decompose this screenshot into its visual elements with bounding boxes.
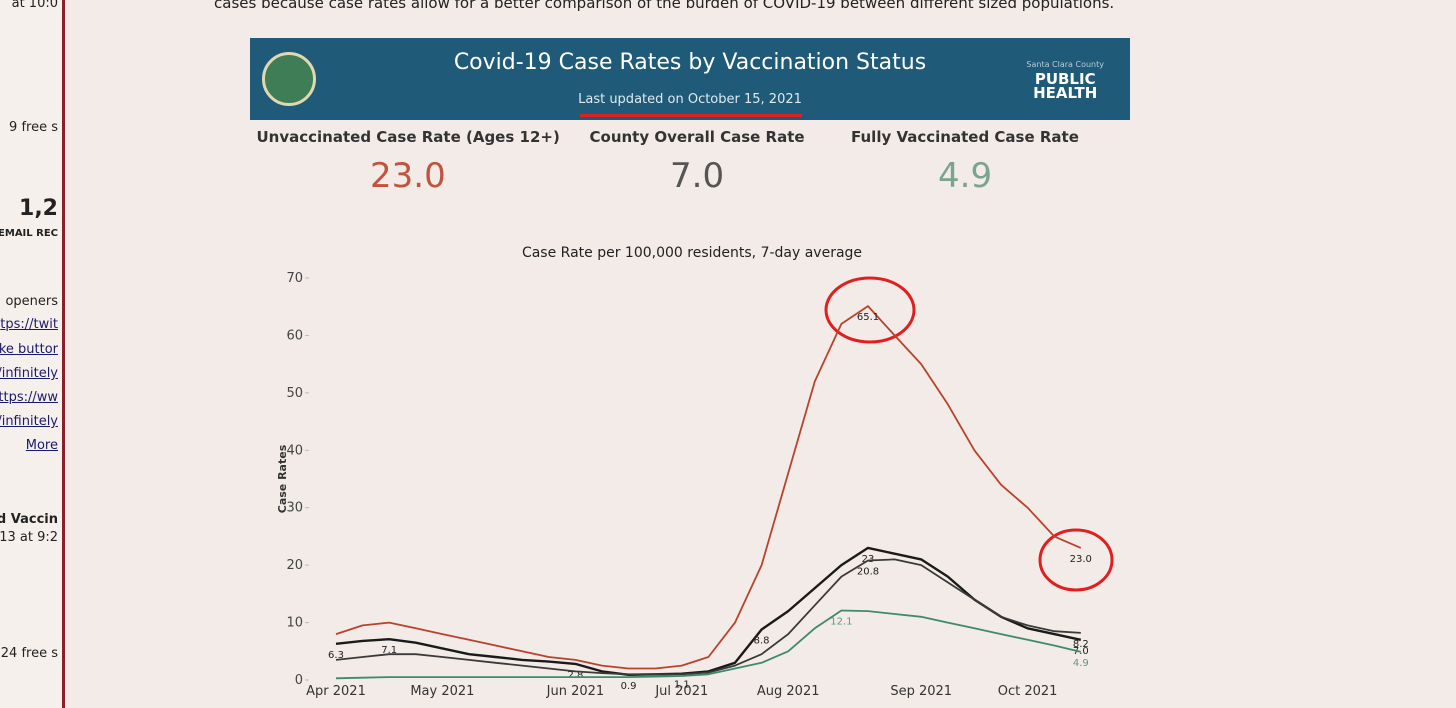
x-tick-label: Jun 2021 — [546, 684, 605, 699]
kpi-value: 23.0 — [370, 156, 446, 196]
logo: Santa Clara County PUBLIC HEALTH — [1026, 58, 1104, 102]
sidebar-text: 1,2 — [19, 196, 58, 221]
data-label: 20.8 — [857, 567, 879, 578]
last-updated: Last updated on October 15, 2021 — [578, 92, 802, 107]
data-label: 23.0 — [1070, 554, 1092, 565]
header-title: Covid-19 Case Rates by Vaccination Statu… — [453, 50, 927, 75]
data-label: 8.8 — [754, 635, 770, 646]
y-tick-label: 30 — [286, 501, 303, 516]
caption: cases because case rates allow for a bet… — [214, 0, 1115, 12]
kpi-label: Fully Vaccinated Case Rate — [851, 128, 1079, 146]
data-label: 8.2 — [1073, 639, 1089, 650]
sidebar-text: openers — [5, 294, 58, 309]
header: Covid-19 Case Rates by Vaccination Statu… — [250, 38, 1130, 120]
y-tick-label: 10 — [286, 616, 303, 631]
series-line — [335, 546, 1082, 676]
county-seal — [262, 52, 316, 106]
sidebar: at 10:0 9 free s 1,2 EMAIL REC openers tps://… — [0, 0, 65, 708]
data-label: 2.8 — [567, 670, 583, 681]
series-line — [335, 558, 1081, 676]
kpi-value: 7.0 — [670, 156, 725, 196]
y-tick-label: 40 — [286, 443, 303, 458]
annotation-circle — [824, 276, 916, 344]
kpi-label: County Overall Case Rate — [589, 128, 805, 146]
data-label: 12.1 — [830, 617, 852, 628]
logo-line: HEALTH — [1033, 84, 1098, 102]
y-tick-label: 20 — [286, 558, 303, 573]
x-tick-label: Oct 2021 — [998, 684, 1058, 699]
annotation-circle — [1038, 528, 1114, 592]
sidebar-link: ke buttor — [0, 342, 58, 357]
sidebar-link: More — [25, 438, 58, 453]
sidebar-link: tps://twit — [0, 317, 58, 332]
y-axis-label: Case Rates — [276, 444, 289, 513]
data-label: 0.9 — [621, 681, 637, 692]
sidebar-text: 9 free s — [9, 120, 58, 135]
sidebar-link: ttps://ww — [0, 390, 58, 405]
sidebar-text: v 13 at 9:2 — [0, 530, 58, 545]
y-tick-label: 50 — [286, 386, 303, 401]
x-tick-label: Aug 2021 — [757, 684, 820, 699]
logo-line: PUBLIC — [1034, 70, 1096, 88]
y-tick-label: 70 — [286, 271, 303, 286]
y-tick-label: 60 — [286, 328, 303, 343]
x-tick-label: May 2021 — [410, 684, 474, 699]
series-line — [335, 609, 1082, 680]
sidebar-text: at 10:0 — [11, 0, 58, 11]
sidebar-text: ed Vaccin — [0, 512, 58, 527]
data-label: 23 — [862, 554, 875, 565]
data-label: 6.3 — [328, 650, 344, 661]
logo-small: Santa Clara County — [1026, 60, 1104, 69]
data-label: 65.1 — [857, 312, 879, 323]
sidebar-link: o/infinitely — [0, 414, 58, 429]
x-tick-label: Sep 2021 — [890, 684, 952, 699]
series-line — [335, 305, 1082, 670]
sidebar-link: o/infinitely — [0, 366, 58, 381]
annotation-underline — [580, 114, 802, 117]
data-label: 7.1 — [381, 645, 397, 656]
data-label: 4.9 — [1073, 658, 1089, 669]
kpi-label: Unvaccinated Case Rate (Ages 12+) — [256, 128, 560, 146]
sidebar-text: EMAIL REC — [0, 228, 58, 239]
x-tick-label: Apr 2021 — [306, 684, 366, 699]
chart-title: Case Rate per 100,000 residents, 7-day a… — [522, 245, 862, 261]
x-tick-label: Jul 2021 — [654, 684, 708, 699]
data-label: 1.1 — [674, 680, 690, 691]
kpi-value: 4.9 — [938, 156, 993, 196]
y-tick-label: 0 — [295, 673, 303, 688]
sidebar-text: 24 free s — [0, 646, 58, 661]
